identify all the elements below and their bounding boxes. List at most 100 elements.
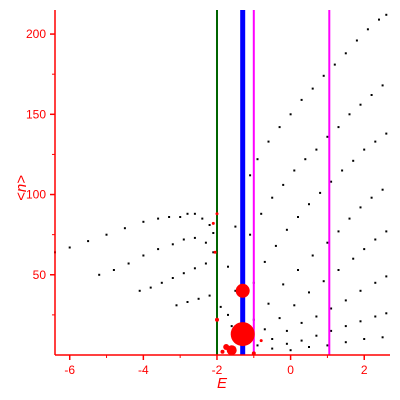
highlight-marker-9: [259, 339, 263, 343]
data-point-s8-3: [293, 304, 296, 307]
highlight-marker-0: [230, 322, 255, 347]
data-point-s8-6: [337, 269, 340, 271]
data-point-s0-1: [68, 246, 71, 249]
data-point-s7-3: [282, 283, 285, 286]
x-axis-label: E: [217, 375, 228, 392]
data-point-s4-10: [311, 87, 314, 90]
data-point-s2-0: [138, 289, 141, 292]
data-point-s11-2: [326, 344, 329, 347]
data-point-s4-15: [366, 28, 369, 31]
data-point-s3-0: [175, 304, 178, 307]
x-tick-label-1: -4: [138, 363, 149, 377]
data-point-s5-12: [348, 113, 351, 116]
data-point-s4-2: [234, 225, 237, 228]
highlight-marker-1: [235, 283, 250, 298]
data-point-s7-5: [311, 254, 314, 257]
data-point-s0-10: [193, 212, 196, 215]
data-point-s6-3: [263, 260, 266, 263]
data-point-s0-8: [179, 216, 182, 218]
data-point-s4-17: [385, 13, 388, 16]
data-point-s7-9: [359, 206, 362, 209]
data-point-s3-3: [208, 294, 211, 297]
highlight-marker-8: [215, 317, 219, 322]
data-point-s1-6: [182, 238, 185, 241]
data-point-s6-5: [285, 228, 288, 231]
data-point-s5-0: [227, 313, 229, 316]
data-point-s9-8: [374, 281, 377, 284]
data-point-s1-8: [204, 241, 207, 244]
data-point-s9-3: [300, 321, 303, 324]
data-point-s7-8: [348, 217, 351, 220]
data-point-s5-5: [271, 196, 274, 199]
data-point-s6-14: [385, 132, 388, 135]
data-point-s10-4: [330, 329, 333, 332]
data-point-s1-4: [157, 248, 160, 251]
data-point-s0-12: [208, 224, 211, 226]
data-point-s6-9: [330, 180, 333, 183]
data-point-s0-9: [186, 212, 189, 215]
data-point-s8-7: [352, 257, 355, 260]
data-point-s4-1: [227, 265, 229, 268]
data-point-s7-7: [337, 230, 340, 233]
data-point-s6-6: [297, 216, 299, 218]
data-point-s1-5: [171, 243, 174, 246]
data-point-s0-2: [87, 240, 90, 243]
data-point-s6-12: [363, 148, 366, 151]
highlight-marker-2: [226, 345, 237, 356]
highlight-marker-3: [223, 344, 230, 350]
data-point-s8-8: [363, 248, 366, 251]
data-point-s0-6: [157, 217, 160, 220]
data-point-s1-2: [127, 262, 130, 265]
data-point-s4-4: [249, 174, 252, 177]
data-point-s9-2: [285, 329, 288, 332]
data-point-s8-5: [322, 280, 325, 283]
data-point-s0-5: [142, 220, 145, 223]
highlight-marker-6: [211, 221, 215, 225]
data-point-s11-1: [308, 346, 310, 348]
x-tick-label-2: -2: [212, 363, 223, 377]
data-point-s0-3: [105, 233, 108, 236]
ticks: -6 -4 -2 0 2 50 100 150 200: [26, 27, 368, 377]
y-axis-label: <n>: [13, 175, 30, 201]
data-point-s9-4: [315, 315, 318, 318]
highlight-marker-7: [213, 250, 217, 254]
y-tick-label-1: 100: [26, 188, 46, 202]
data-point-s1-3: [142, 254, 145, 257]
data-point-s6-8: [319, 191, 322, 194]
data-point-s10-8: [385, 312, 388, 315]
data-point-s7-4: [297, 269, 299, 271]
data-point-s1-0: [98, 273, 101, 276]
data-point-s2-5: [193, 267, 196, 270]
data-point-s4-16: [378, 18, 380, 21]
data-point-s8-10: [385, 230, 388, 233]
data-point-s4-12: [333, 63, 336, 66]
data-point-s9-6: [344, 299, 347, 302]
data-point-s6-0: [230, 325, 233, 328]
data-point-s2-2: [160, 281, 163, 284]
axes: [54, 10, 390, 356]
data-point-s6-13: [374, 140, 377, 143]
data-point-s5-3: [249, 233, 252, 236]
data-point-s1-1: [112, 269, 115, 271]
data-point-s9-7: [359, 289, 362, 292]
highlight-marker-10: [220, 349, 225, 354]
data-point-s7-10: [370, 196, 373, 199]
data-point-s11-4: [363, 338, 366, 340]
data-point-s4-13: [344, 52, 347, 55]
y-tick-label-2: 150: [26, 107, 46, 121]
data-point-s7-2: [267, 302, 270, 305]
data-point-s9-9: [385, 275, 388, 278]
data-point-s0-7: [168, 216, 171, 218]
data-point-s0-11: [201, 217, 204, 220]
data-point-s7-6: [326, 241, 329, 244]
y-tick-label-0: 50: [33, 268, 47, 282]
data-point-s4-14: [355, 39, 358, 42]
data-point-s5-1: [234, 289, 237, 292]
y-tick-label-3: 200: [26, 27, 46, 41]
data-point-s5-13: [359, 103, 362, 106]
highlight-marker-5: [215, 212, 219, 216]
data-point-s4-7: [278, 126, 281, 129]
data-point-s3-2: [197, 297, 200, 300]
data-point-s0-13: [212, 232, 215, 234]
data-point-s9-1: [271, 338, 274, 340]
